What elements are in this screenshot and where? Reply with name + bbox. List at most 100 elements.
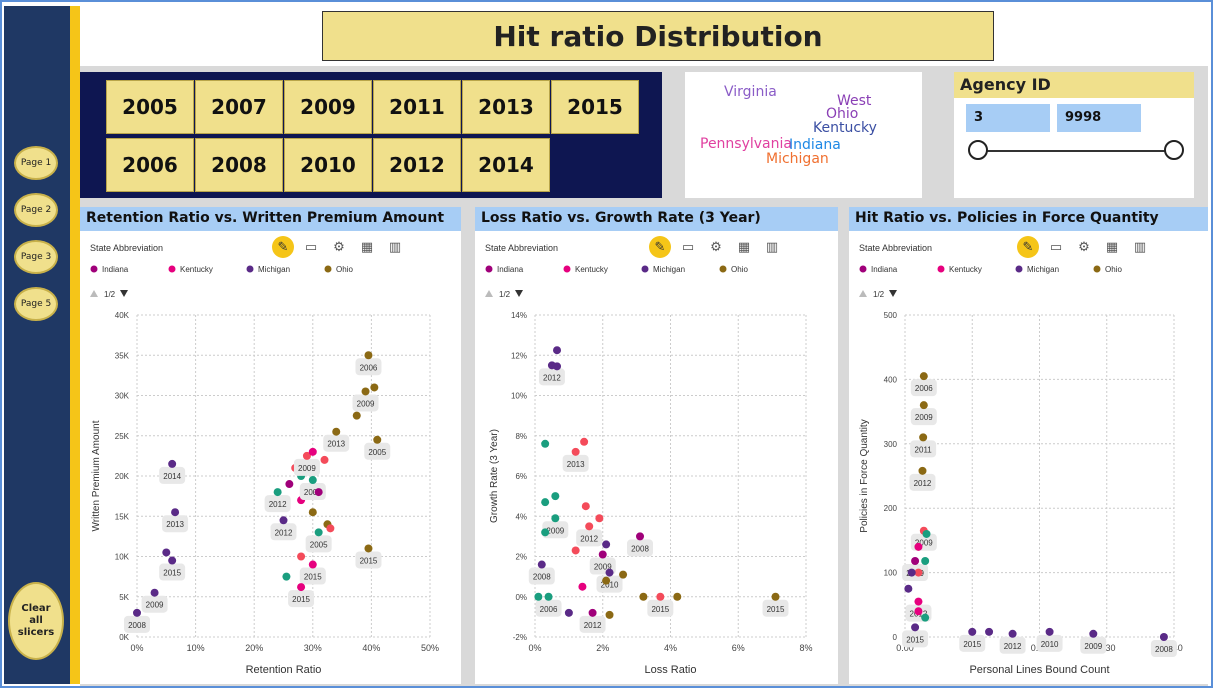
scatter-point[interactable] xyxy=(919,433,928,442)
legend-next-icon[interactable] xyxy=(120,290,128,297)
page-2-button[interactable]: Page 2 xyxy=(14,193,58,227)
scatter-point[interactable] xyxy=(571,546,580,555)
scatter-point[interactable] xyxy=(541,439,550,448)
bar-chart-icon[interactable]: ▥ xyxy=(765,239,779,255)
scatter-point[interactable] xyxy=(168,459,177,468)
scatter-point[interactable] xyxy=(922,529,931,538)
legend-item-label[interactable]: Ohio xyxy=(1105,265,1122,274)
year-button-2011[interactable]: 2011 xyxy=(373,80,461,134)
edit-pen-icon[interactable]: ✎ xyxy=(649,236,671,258)
scatter-point[interactable] xyxy=(580,437,589,446)
table-icon[interactable]: ▦ xyxy=(1105,239,1119,255)
legend-item-label[interactable]: Ohio xyxy=(336,265,353,274)
year-button-2013[interactable]: 2013 xyxy=(462,80,550,134)
scatter-point[interactable] xyxy=(985,627,994,636)
scatter-point[interactable] xyxy=(308,447,317,456)
edit-pen-icon[interactable]: ✎ xyxy=(272,236,294,258)
scatter-point[interactable] xyxy=(282,572,291,581)
scatter-point[interactable] xyxy=(602,576,611,585)
scatter-point[interactable] xyxy=(551,514,560,523)
agency-max-input[interactable]: 9998 xyxy=(1057,104,1141,132)
scatter-point[interactable] xyxy=(285,480,294,489)
scatter-point[interactable] xyxy=(133,608,141,617)
scatter-point[interactable] xyxy=(308,476,317,485)
scatter-point[interactable] xyxy=(619,570,628,579)
agency-min-input[interactable]: 3 xyxy=(966,104,1050,132)
scatter-point[interactable] xyxy=(968,627,977,636)
scatter-point[interactable] xyxy=(911,623,920,632)
scatter-point[interactable] xyxy=(1045,627,1054,636)
legend-prev-icon[interactable] xyxy=(859,290,867,297)
page-5-button[interactable]: Page 5 xyxy=(14,287,58,321)
scatter-point[interactable] xyxy=(320,455,329,464)
word-west[interactable]: West xyxy=(837,93,872,109)
scatter-point[interactable] xyxy=(921,613,930,622)
legend-prev-icon[interactable] xyxy=(90,290,98,297)
scatter-point[interactable] xyxy=(1089,629,1098,638)
year-button-2010[interactable]: 2010 xyxy=(284,138,372,192)
scatter-point[interactable] xyxy=(1008,629,1017,638)
scatter-point[interactable] xyxy=(308,508,317,517)
comment-icon[interactable]: ▭ xyxy=(1049,239,1063,255)
word-virginia[interactable]: Virginia xyxy=(724,84,777,100)
scatter-point[interactable] xyxy=(171,508,180,517)
scatter-point[interactable] xyxy=(544,592,553,601)
agency-slider-min-handle[interactable] xyxy=(968,140,988,160)
scatter-point[interactable] xyxy=(373,435,382,444)
scatter-point[interactable] xyxy=(904,584,913,593)
year-button-2014[interactable]: 2014 xyxy=(462,138,550,192)
scatter-point[interactable] xyxy=(553,346,562,355)
scatter-point[interactable] xyxy=(602,540,611,549)
year-button-2008[interactable]: 2008 xyxy=(195,138,283,192)
agency-slider-track[interactable] xyxy=(978,150,1174,152)
scatter-point[interactable] xyxy=(605,610,614,619)
legend-next-icon[interactable] xyxy=(515,290,523,297)
gear-icon[interactable]: ⚙ xyxy=(333,239,345,255)
scatter-point[interactable] xyxy=(914,542,923,551)
comment-icon[interactable]: ▭ xyxy=(681,239,695,255)
year-button-2015[interactable]: 2015 xyxy=(551,80,639,134)
scatter-point[interactable] xyxy=(921,557,930,566)
legend-prev-icon[interactable] xyxy=(485,290,493,297)
gear-icon[interactable]: ⚙ xyxy=(1078,239,1090,255)
scatter-point[interactable] xyxy=(541,498,550,507)
page-1-button[interactable]: Page 1 xyxy=(14,146,58,180)
scatter-point[interactable] xyxy=(364,351,373,360)
scatter-point[interactable] xyxy=(581,502,590,511)
year-button-2006[interactable]: 2006 xyxy=(106,138,194,192)
word-ohio[interactable]: Ohio xyxy=(826,106,859,122)
scatter-point[interactable] xyxy=(598,550,607,559)
legend-item-label[interactable]: Kentucky xyxy=(949,265,982,274)
bar-chart-icon[interactable]: ▥ xyxy=(1133,239,1147,255)
scatter-point[interactable] xyxy=(273,488,282,497)
scatter-point[interactable] xyxy=(919,372,928,381)
legend-item-label[interactable]: Indiana xyxy=(102,265,129,274)
scatter-point[interactable] xyxy=(914,568,923,577)
scatter-point[interactable] xyxy=(326,524,335,533)
scatter-point[interactable] xyxy=(297,552,306,561)
agency-slider-max-handle[interactable] xyxy=(1164,140,1184,160)
legend-item-label[interactable]: Ohio xyxy=(731,265,748,274)
scatter-point[interactable] xyxy=(314,528,323,537)
legend-item-label[interactable]: Michigan xyxy=(1027,265,1059,274)
scatter-point[interactable] xyxy=(588,608,597,617)
scatter-point[interactable] xyxy=(551,492,560,501)
scatter-point[interactable] xyxy=(919,401,928,410)
word-kentucky[interactable]: Kentucky xyxy=(813,120,877,136)
scatter-point[interactable] xyxy=(534,592,543,601)
scatter-point[interactable] xyxy=(302,451,311,460)
legend-item-label[interactable]: Indiana xyxy=(871,265,898,274)
scatter-point[interactable] xyxy=(352,411,361,420)
scatter-point[interactable] xyxy=(308,560,317,569)
word-pennsylvania[interactable]: Pennsylvania xyxy=(700,136,792,152)
legend-item-label[interactable]: Michigan xyxy=(653,265,685,274)
scatter-point[interactable] xyxy=(914,597,923,606)
scatter-point[interactable] xyxy=(370,383,379,392)
scatter-point[interactable] xyxy=(364,544,373,553)
scatter-point[interactable] xyxy=(537,560,546,569)
legend-item-label[interactable]: Indiana xyxy=(497,265,524,274)
scatter-point[interactable] xyxy=(639,592,648,601)
scatter-point[interactable] xyxy=(1159,633,1168,641)
scatter-point[interactable] xyxy=(571,447,580,456)
scatter-point[interactable] xyxy=(918,466,927,475)
